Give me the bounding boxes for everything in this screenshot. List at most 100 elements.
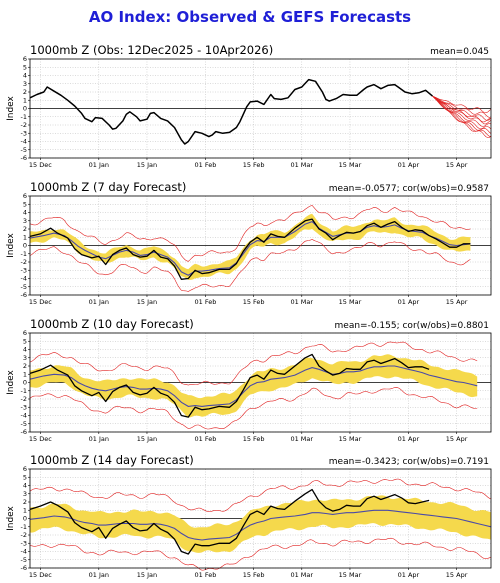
gefs-member-line <box>432 95 492 127</box>
page-title: AO Index: Observed & GEFS Forecasts <box>88 8 412 26</box>
y-axis-label: Index <box>6 369 16 394</box>
y-tick-label: -5 <box>21 420 27 428</box>
ensemble-min-line <box>29 386 478 430</box>
x-tick-label: 15 Dec <box>29 161 52 169</box>
panel-title: 1000mb Z (14 day Forecast) <box>30 453 194 467</box>
y-tick-label: -5 <box>21 283 27 291</box>
y-tick-label: 0 <box>23 242 27 250</box>
y-tick-label: -2 <box>21 531 27 539</box>
y-tick-label: 4 <box>23 482 27 490</box>
x-tick-label: 15 Apr <box>446 298 468 306</box>
y-tick-label: -1 <box>21 387 27 395</box>
panel-title: 1000mb Z (7 day Forecast) <box>30 180 186 194</box>
panel-stat: mean=-0.0577; cor(w/obs)=0.9587 <box>329 184 489 194</box>
y-tick-label: 5 <box>23 473 27 481</box>
x-tick-label: 15 Mar <box>339 161 362 169</box>
y-tick-label: -4 <box>21 548 27 556</box>
x-tick-label: 01 Jan <box>89 435 109 443</box>
y-tick-label: 2 <box>23 362 27 370</box>
ensemble-spread-band <box>30 213 471 280</box>
x-tick-label: 15 Feb <box>243 161 265 169</box>
gefs-member-line <box>432 95 492 114</box>
y-tick-label: 6 <box>23 465 27 473</box>
gefs-member-line <box>432 95 492 123</box>
panel-stat: mean=0.045 <box>430 47 489 57</box>
y-tick-label: -3 <box>21 403 27 411</box>
x-tick-label: 01 Jan <box>89 161 109 169</box>
x-tick-label: 01 Feb <box>195 161 217 169</box>
x-tick-label: 15 Feb <box>243 571 265 579</box>
y-tick-label: -3 <box>21 266 27 274</box>
ensemble-max-line <box>29 204 471 262</box>
x-tick-label: 15 Jan <box>137 161 157 169</box>
x-tick-label: 15 Mar <box>339 571 362 579</box>
y-tick-label: 5 <box>23 200 27 208</box>
x-tick-label: 15 Feb <box>243 435 265 443</box>
observed-line <box>29 488 430 555</box>
y-tick-label: 3 <box>23 217 27 225</box>
chart-panel: 1000mb Z (Obs: 12Dec2025 - 10Apr2026) mea… <box>6 43 492 169</box>
x-tick-label: 15 Jan <box>137 298 157 306</box>
x-tick-label: 01 Mar <box>290 161 313 169</box>
observed-line <box>29 78 433 145</box>
gefs-member-line <box>432 95 492 118</box>
y-tick-label: 6 <box>23 55 27 63</box>
x-tick-label: 01 Apr <box>398 161 420 169</box>
y-tick-label: 0 <box>23 105 27 113</box>
y-tick-label: 2 <box>23 88 27 96</box>
chart-panel: 1000mb Z (10 day Forecast) mean=-0.155; c… <box>6 317 492 443</box>
y-tick-label: -3 <box>21 129 27 137</box>
ensemble-max-line <box>29 478 492 513</box>
chart-panel: 1000mb Z (14 day Forecast) mean=-0.3423; … <box>6 453 492 579</box>
ensemble-mean-line <box>29 365 478 407</box>
y-axis-label: Index <box>6 95 16 120</box>
ensemble-spread-band <box>30 495 491 553</box>
x-tick-label: 01 Apr <box>398 571 420 579</box>
x-tick-label: 01 Mar <box>290 571 313 579</box>
y-tick-label: 3 <box>23 80 27 88</box>
panel-stat: mean=-0.3423; cor(w/obs)=0.7191 <box>329 457 489 467</box>
x-tick-label: 15 Apr <box>446 435 468 443</box>
y-tick-label: 4 <box>23 346 27 354</box>
y-tick-label: -5 <box>21 556 27 564</box>
observed-line <box>29 218 471 280</box>
y-tick-label: 5 <box>23 63 27 71</box>
x-tick-label: 01 Feb <box>195 298 217 306</box>
observed-line <box>29 353 430 418</box>
ensemble-max-line <box>29 341 478 386</box>
y-tick-label: 1 <box>23 96 27 104</box>
y-tick-label: -2 <box>21 258 27 266</box>
y-tick-label: 6 <box>23 192 27 200</box>
ensemble-spread-band <box>30 354 478 418</box>
y-tick-label: 3 <box>23 490 27 498</box>
panel-stat: mean=-0.155; cor(w/obs)=0.8801 <box>335 321 489 331</box>
x-tick-label: 15 Dec <box>29 298 52 306</box>
ensemble-mean-line <box>29 509 492 541</box>
chart-panel: 1000mb Z (7 day Forecast) mean=-0.0577; c… <box>6 180 492 306</box>
x-tick-label: 15 Dec <box>29 435 52 443</box>
y-tick-label: 1 <box>23 233 27 241</box>
y-tick-label: -1 <box>21 523 27 531</box>
y-tick-label: 6 <box>23 329 27 337</box>
gefs-member-line <box>432 95 492 130</box>
y-axis-label: Index <box>6 232 16 257</box>
y-tick-label: -6 <box>21 291 27 299</box>
x-tick-label: 15 Mar <box>339 435 362 443</box>
y-tick-label: -2 <box>21 395 27 403</box>
y-tick-label: -4 <box>21 138 27 146</box>
x-tick-label: 15 Jan <box>137 435 157 443</box>
x-tick-label: 01 Mar <box>290 298 313 306</box>
y-tick-label: 3 <box>23 354 27 362</box>
x-tick-label: 01 Jan <box>89 571 109 579</box>
x-tick-label: 15 Dec <box>29 571 52 579</box>
y-tick-label: 2 <box>23 498 27 506</box>
panel-title: 1000mb Z (10 day Forecast) <box>30 317 194 331</box>
y-tick-label: -4 <box>21 412 27 420</box>
y-tick-label: 4 <box>23 209 27 217</box>
ensemble-min-line <box>29 537 492 571</box>
y-tick-label: -6 <box>21 564 27 572</box>
y-tick-label: 5 <box>23 337 27 345</box>
y-tick-label: -1 <box>21 113 27 121</box>
y-axis-label: Index <box>6 505 16 530</box>
